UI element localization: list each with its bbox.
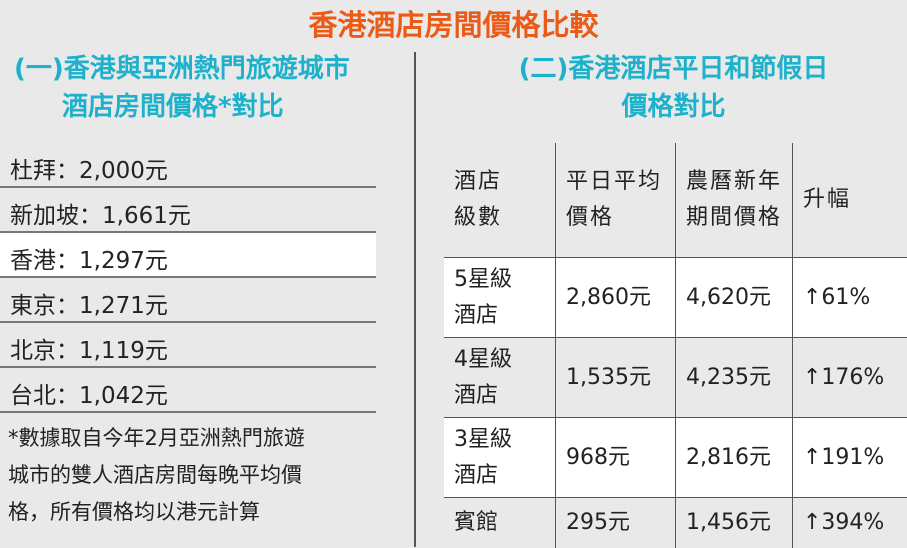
footnote: *數據取自今年2月亞洲熱門旅遊 城市的雙人酒店房間每晚平均價 格，所有價格均以港… bbox=[8, 420, 408, 531]
rise-cell: ↑176% bbox=[792, 338, 907, 417]
city-price-row: 台北：1,042元 bbox=[0, 368, 376, 413]
header-cell: 平日平均 價格 bbox=[555, 143, 675, 257]
column-divider bbox=[414, 52, 416, 547]
city-price-row: 北京：1,119元 bbox=[0, 323, 376, 368]
grade-cell: 賓館 bbox=[454, 510, 499, 535]
table-row: 4星級 酒店 1,535元 4,235元 ↑176% bbox=[444, 338, 907, 418]
grade-cell: 5星級 酒店 bbox=[454, 266, 512, 328]
city-price-row-highlight: 香港：1,297元 bbox=[0, 233, 376, 278]
header-cell: 酒店 級數 bbox=[454, 169, 503, 230]
grade-cell: 3星級 酒店 bbox=[454, 426, 512, 488]
heading-line: (一)香港與亞洲熱門旅遊城市 bbox=[14, 54, 350, 84]
note-line: 格，所有價格均以港元計算 bbox=[8, 500, 260, 524]
table-row: 3星級 酒店 968元 2,816元 ↑191% bbox=[444, 418, 907, 498]
cny-price: 2,816元 bbox=[675, 418, 792, 497]
price-table: 酒店 級數 平日平均 價格 農曆新年 期間價格 升幅 5星級 酒店 2,860元 4,6… bbox=[444, 143, 907, 548]
section-one-heading: (一)香港與亞洲熱門旅遊城市 酒店房間價格*對比 bbox=[14, 50, 384, 126]
weekday-price: 2,860元 bbox=[555, 258, 675, 337]
section-two-heading: (二)香港酒店平日和節假日 價格對比 bbox=[440, 50, 907, 126]
weekday-price: 1,535元 bbox=[555, 338, 675, 417]
cny-price: 1,456元 bbox=[675, 498, 792, 548]
cny-price: 4,620元 bbox=[675, 258, 792, 337]
rise-cell: ↑191% bbox=[792, 418, 907, 497]
weekday-price: 295元 bbox=[555, 498, 675, 548]
table-header: 酒店 級數 平日平均 價格 農曆新年 期間價格 升幅 bbox=[444, 143, 907, 258]
rise-cell: ↑61% bbox=[792, 258, 907, 337]
heading-line: 價格對比 bbox=[621, 92, 726, 122]
header-cell: 升幅 bbox=[792, 143, 907, 257]
city-price-row: 杜拜：2,000元 bbox=[0, 143, 376, 188]
rise-cell: ↑394% bbox=[792, 498, 907, 548]
header-cell: 農曆新年 期間價格 bbox=[675, 143, 792, 257]
city-price-row: 東京：1,271元 bbox=[0, 278, 376, 323]
city-price-row: 新加坡：1,661元 bbox=[0, 188, 376, 233]
grade-cell: 4星級 酒店 bbox=[454, 346, 512, 408]
note-line: 城市的雙人酒店房間每晚平均價 bbox=[8, 463, 302, 487]
heading-line: (二)香港酒店平日和節假日 bbox=[518, 54, 829, 84]
cny-price: 4,235元 bbox=[675, 338, 792, 417]
note-line: *數據取自今年2月亞洲熱門旅遊 bbox=[8, 426, 305, 450]
page-title: 香港酒店房間價格比較 bbox=[308, 8, 599, 42]
table-row: 賓館 295元 1,456元 ↑394% bbox=[444, 498, 907, 548]
table-row: 5星級 酒店 2,860元 4,620元 ↑61% bbox=[444, 258, 907, 338]
heading-line: 酒店房間價格*對比 bbox=[62, 92, 284, 122]
weekday-price: 968元 bbox=[555, 418, 675, 497]
